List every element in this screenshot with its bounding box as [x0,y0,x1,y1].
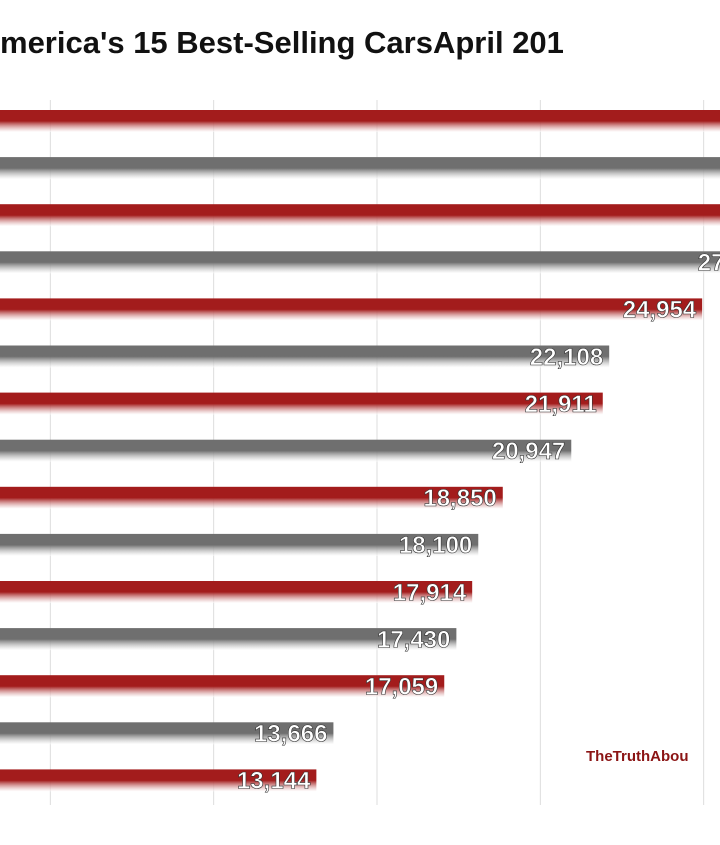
bar [0,298,703,321]
value-label: 22,108 [530,344,603,371]
bar [0,486,503,509]
value-label: 18,850 [423,485,496,512]
value-label: 13,144 [237,768,311,795]
value-label: 18,100 [399,532,472,559]
value-label: 13,666 [254,721,327,748]
chart-title: merica's 15 Best-Selling CarsApril 201 [0,25,564,60]
value-label: 27,250 [698,250,720,277]
watermark: TheTruthAbou [586,748,688,765]
value-label: 21,911 [525,391,597,418]
value-label: 24,954 [623,297,697,324]
bar [0,769,317,792]
bar [0,345,610,368]
value-label: 20,947 [492,438,565,465]
bar [0,439,572,462]
bar [0,110,720,132]
bar [0,533,479,556]
bar [0,157,720,180]
bar [0,204,720,227]
value-label: 17,430 [377,626,450,653]
value-label: 17,914 [393,579,467,606]
bar [0,675,445,698]
bar [0,581,473,603]
bar [0,392,603,415]
bar [0,251,720,274]
bar [0,628,457,651]
value-label: 17,059 [365,674,438,701]
bar [0,722,334,745]
